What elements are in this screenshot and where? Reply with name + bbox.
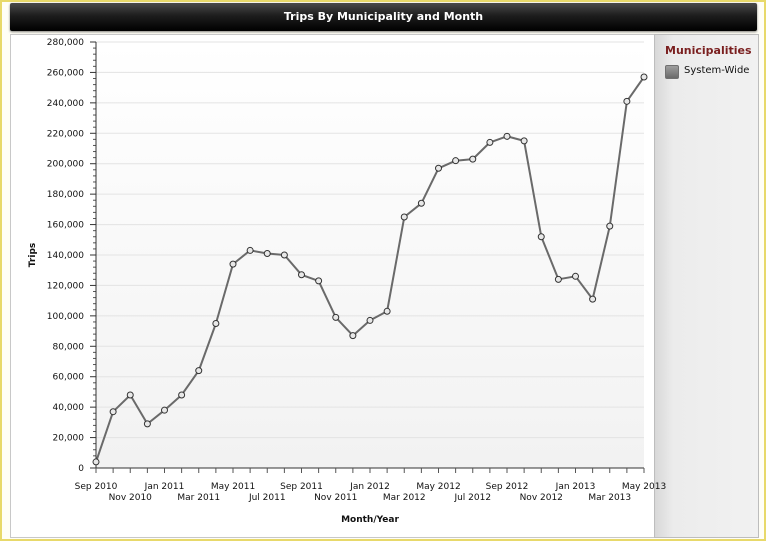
y-tick-label: 60,000	[53, 373, 85, 383]
data-point[interactable]	[212, 319, 220, 327]
grid-lines	[96, 41, 644, 439]
data-point[interactable]	[92, 458, 100, 466]
y-tick-label: 140,000	[47, 251, 84, 261]
data-point[interactable]	[246, 246, 254, 254]
legend-swatch	[665, 65, 679, 79]
data-point[interactable]	[486, 138, 494, 146]
data-point[interactable]	[126, 391, 134, 399]
y-tick-label: 220,000	[47, 129, 84, 139]
data-point[interactable]	[263, 249, 271, 257]
data-point[interactable]	[195, 367, 203, 375]
y-axis-title: Trips	[28, 243, 38, 267]
y-tick-label: 40,000	[53, 403, 85, 413]
x-tick-label: Nov 2012	[520, 493, 563, 503]
data-point[interactable]	[554, 275, 562, 283]
y-tick-label: 80,000	[53, 342, 85, 352]
data-point[interactable]	[280, 251, 288, 259]
data-point[interactable]	[400, 213, 408, 221]
x-tick-label: Mar 2011	[177, 493, 220, 503]
data-point[interactable]	[315, 277, 323, 285]
x-tick-label: May 2013	[622, 482, 666, 492]
x-tick-label: Nov 2010	[109, 493, 153, 503]
x-tick-label: Jan 2011	[144, 482, 185, 492]
legend-panel: Municipalities System-Wide	[654, 34, 759, 538]
y-tick-label: 180,000	[47, 190, 84, 200]
axes: 0 20,000 40,000 60,000 80,000 100,000 120,000 1…	[47, 38, 666, 503]
data-point[interactable]	[143, 420, 151, 428]
data-point[interactable]	[161, 406, 168, 414]
data-point[interactable]	[520, 137, 528, 145]
x-tick-label: Mar 2012	[383, 493, 426, 503]
data-point[interactable]	[503, 132, 511, 140]
chart-title: Trips By Municipality and Month	[10, 3, 757, 31]
y-tick-label: 280,000	[47, 38, 84, 48]
x-tick-label: Jul 2011	[248, 493, 286, 503]
data-point[interactable]	[178, 391, 186, 399]
y-tick-label: 160,000	[47, 221, 84, 231]
data-point[interactable]	[383, 307, 391, 315]
data-point[interactable]	[537, 233, 545, 241]
x-tick-label: Jul 2012	[453, 493, 491, 503]
data-point[interactable]	[606, 222, 614, 230]
data-point[interactable]	[349, 332, 357, 340]
y-tick-label: 0	[78, 464, 84, 474]
x-tick-label: Nov 2011	[314, 493, 357, 503]
y-tick-label: 100,000	[47, 312, 84, 322]
x-tick-label: Mar 2013	[588, 493, 631, 503]
data-point[interactable]	[452, 157, 460, 165]
x-tick-label: May 2011	[211, 482, 255, 492]
x-tick-label: Jan 2013	[555, 482, 596, 492]
y-tick-label: 260,000	[47, 68, 84, 78]
x-tick-label: May 2012	[416, 482, 460, 492]
data-point[interactable]	[109, 408, 117, 416]
data-point[interactable]	[435, 164, 442, 172]
x-tick-label: Sep 2012	[486, 482, 529, 492]
x-axis-title: Month/Year	[341, 515, 399, 525]
x-tick-label: Sep 2011	[280, 482, 323, 492]
y-tick-label: 240,000	[47, 99, 84, 109]
data-point[interactable]	[589, 295, 597, 303]
series-system-wide	[92, 73, 648, 466]
y-tick-label: 200,000	[47, 160, 84, 170]
data-point[interactable]	[366, 316, 374, 324]
data-point[interactable]	[298, 271, 305, 279]
y-tick-label: 120,000	[47, 281, 84, 291]
legend-title: Municipalities	[665, 44, 752, 57]
legend-label: System-Wide	[684, 65, 750, 76]
x-tick-label: Jan 2012	[349, 482, 390, 492]
data-point[interactable]	[417, 199, 425, 207]
data-point[interactable]	[640, 73, 648, 81]
data-point[interactable]	[623, 97, 631, 105]
data-point[interactable]	[572, 272, 579, 280]
data-point[interactable]	[229, 260, 237, 268]
y-tick-label: 20,000	[53, 434, 85, 444]
data-point[interactable]	[332, 313, 340, 321]
data-point[interactable]	[469, 155, 477, 163]
x-tick-label: Sep 2010	[75, 482, 118, 492]
